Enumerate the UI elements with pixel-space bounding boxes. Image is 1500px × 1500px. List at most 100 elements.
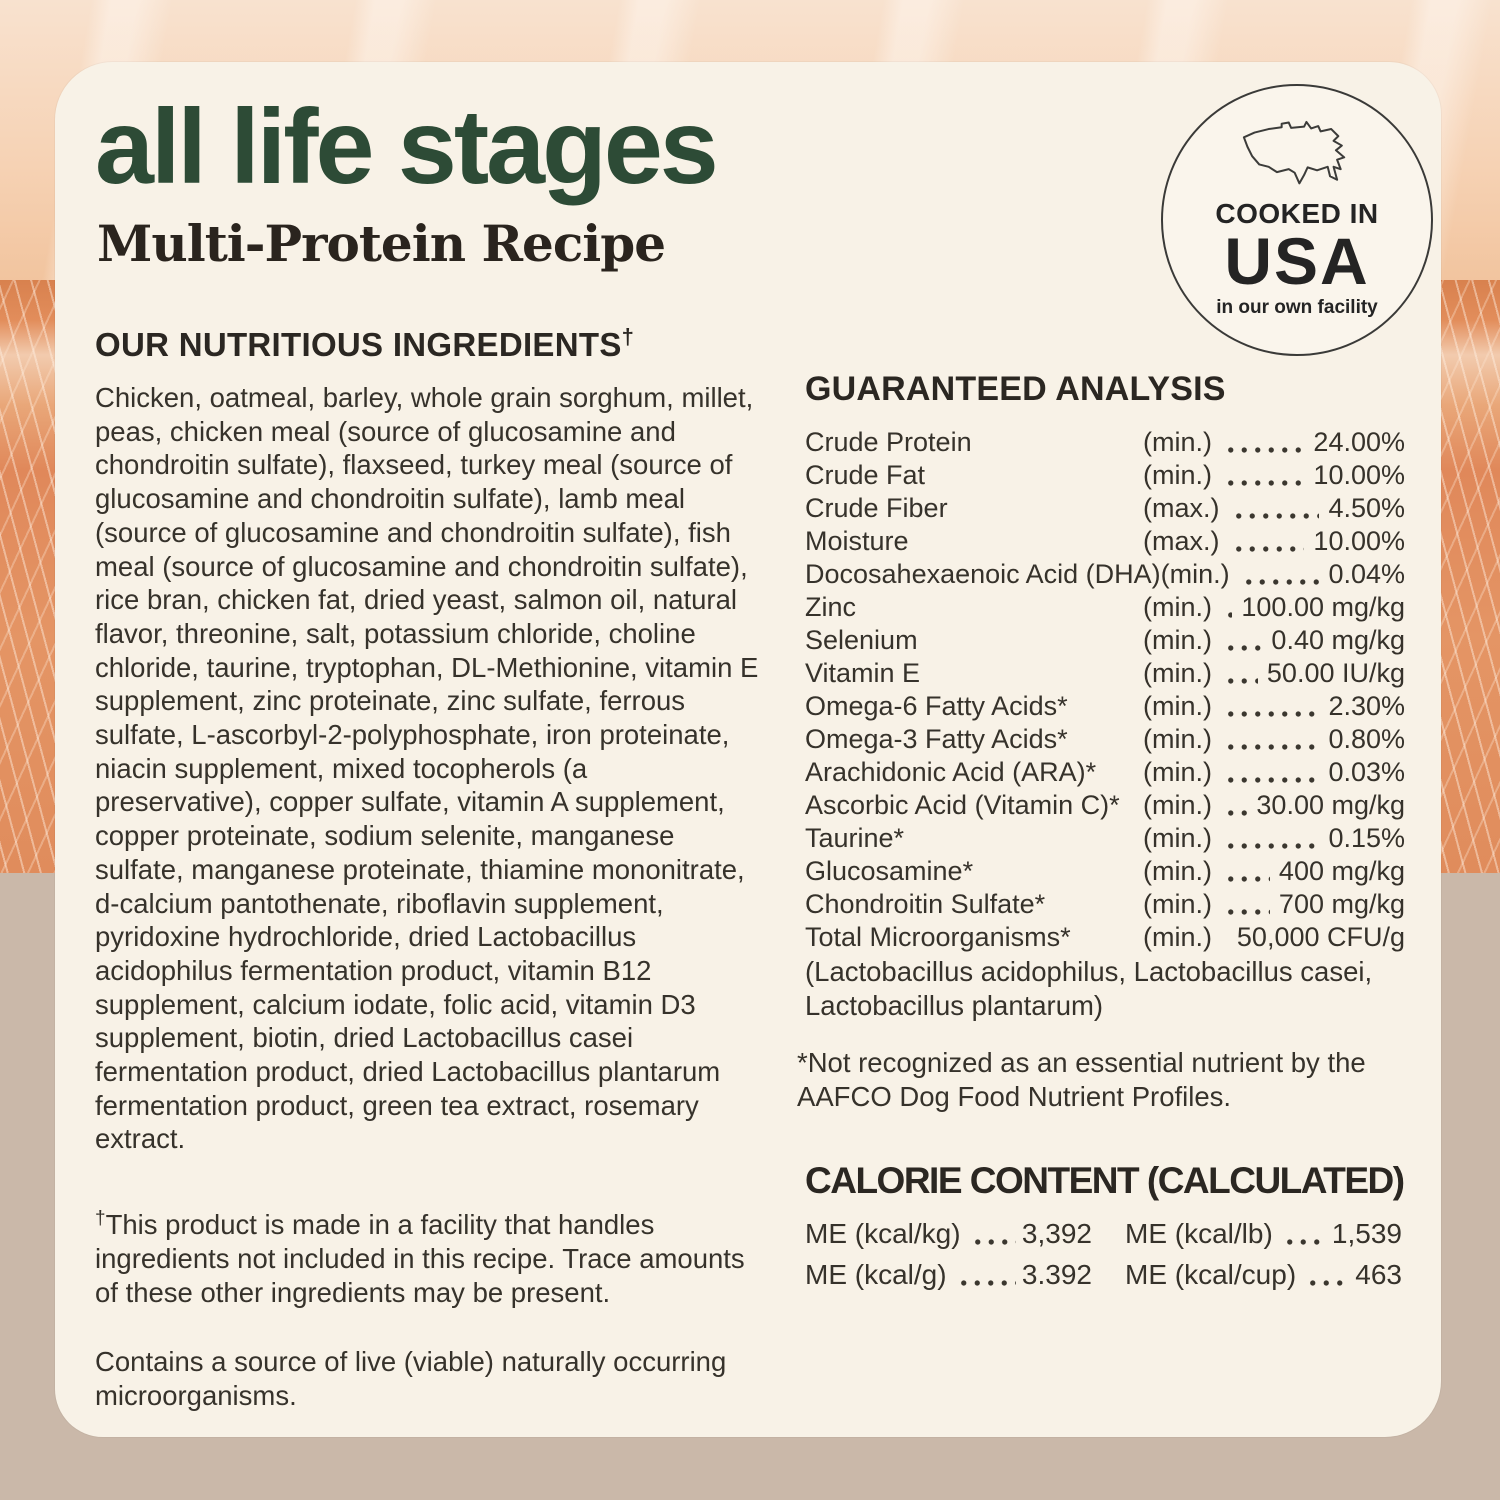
- analysis-nutrient-label: Glucosamine*: [805, 856, 974, 886]
- microorganisms-source-note: Contains a source of live (viable) natur…: [95, 1346, 727, 1412]
- analysis-row: Glucosamine* (min.) 400 mg/kg: [805, 854, 1405, 887]
- dagger-symbol: †: [95, 1208, 106, 1230]
- dot-leader: [1222, 938, 1228, 948]
- analysis-row: Selenium (min.) 0.40 mg/kg: [805, 623, 1405, 656]
- analysis-value: 700 mg/kg: [1278, 889, 1405, 919]
- dot-leader: [1222, 872, 1270, 882]
- analysis-row: Total Microorganisms* (min.) 50,000 CFU/g: [805, 920, 1405, 953]
- page-title: all life stages: [95, 88, 719, 206]
- analysis-row: Crude Protein (min.) 24.00%: [805, 425, 1405, 458]
- guaranteed-analysis-rows: Crude Protein (min.) 24.00% Crude Fat (min.)…: [805, 425, 1405, 953]
- analysis-nutrient-label: Zinc: [805, 592, 857, 622]
- analysis-constraint: (min.): [1143, 658, 1212, 688]
- calorie-value: 3.392: [1021, 1258, 1092, 1290]
- calorie-content-heading: CALORIE CONTENT (CALCULATED): [805, 1159, 1405, 1201]
- product-label-card: all life stages Multi-Protein Recipe COO…: [55, 62, 1441, 1437]
- dot-leader: [1229, 542, 1305, 552]
- analysis-value: 50,000 CFU/g: [1236, 922, 1405, 952]
- calorie-row: ME (kcal/cup) 463: [1125, 1257, 1402, 1291]
- analysis-nutrient-label: Omega-3 Fatty Acids*: [805, 724, 1068, 754]
- dot-leader: [1222, 773, 1320, 783]
- analysis-row: Ascorbic Acid (Vitamin C)* (min.) 30.00 mg…: [805, 788, 1405, 821]
- analysis-value: 0.40 mg/kg: [1271, 625, 1405, 655]
- calorie-content-rows: ME (kcal/kg) 3,392 ME (kcal/lb) 1,539 ME (kc…: [805, 1216, 1405, 1291]
- guaranteed-analysis-heading: GUARANTEED ANALYSIS: [805, 370, 1226, 408]
- dot-leader: [1280, 1234, 1326, 1245]
- analysis-value: 10.00%: [1313, 460, 1405, 490]
- analysis-constraint: (min.): [1143, 625, 1212, 655]
- analysis-nutrient-label: Arachidonic Acid (ARA)*: [805, 757, 1097, 787]
- analysis-constraint: (max.): [1143, 493, 1220, 523]
- analysis-nutrient-label: Selenium: [805, 625, 918, 655]
- aafco-footnote: *Not recognized as an essential nutrient…: [797, 1047, 1366, 1113]
- dot-leader: [1222, 740, 1320, 750]
- analysis-row: Arachidonic Acid (ARA)* (min.) 0.03%: [805, 755, 1405, 788]
- analysis-value: 2.30%: [1328, 691, 1405, 721]
- ingredients-column: OUR NUTRITIOUS INGREDIENTS† Chicken, oat…: [95, 324, 759, 1413]
- analysis-value: 24.00%: [1313, 427, 1405, 457]
- calorie-value: 463: [1355, 1258, 1402, 1290]
- analysis-value: 0.80%: [1328, 724, 1405, 754]
- recipe-subtitle: Multi-Protein Recipe: [97, 214, 666, 273]
- analysis-row: Taurine* (min.) 0.15%: [805, 821, 1405, 854]
- ingredients-heading-text: OUR NUTRITIOUS INGREDIENTS: [95, 326, 622, 363]
- analysis-nutrient-label: Omega-6 Fatty Acids*: [805, 691, 1068, 721]
- analysis-constraint: (min.): [1143, 427, 1212, 457]
- analysis-row: Crude Fat (min.) 10.00%: [805, 458, 1405, 491]
- analysis-constraint: (max.): [1143, 526, 1220, 556]
- analysis-nutrient-label: Chondroitin Sulfate*: [805, 889, 1046, 919]
- analysis-value: 30.00 mg/kg: [1256, 790, 1405, 820]
- analysis-row: Crude Fiber (max.) 4.50%: [805, 491, 1405, 524]
- analysis-nutrient-label: Vitamin E: [805, 658, 921, 688]
- usa-map-outline-icon: [1238, 118, 1356, 192]
- dot-leader: [1222, 806, 1248, 816]
- analysis-value: 10.00%: [1313, 526, 1405, 556]
- analysis-value: 50.00 IU/kg: [1266, 658, 1405, 688]
- badge-line-facility: in our own facility: [1216, 296, 1378, 318]
- dot-leader: [1222, 443, 1305, 453]
- dot-leader: [1304, 1275, 1350, 1286]
- analysis-column: GUARANTEED ANALYSIS Crude Protein (min.) 2…: [797, 370, 1405, 1291]
- cooked-in-usa-badge: COOKED IN USA in our own facility: [1161, 84, 1433, 356]
- analysis-nutrient-label: Crude Protein: [805, 427, 972, 457]
- dot-leader: [1229, 509, 1320, 519]
- microorganisms-species-note: (Lactobacillus acidophilus, Lactobacillu…: [805, 956, 1373, 1021]
- analysis-constraint: (min.): [1143, 790, 1212, 820]
- dot-leader: [968, 1234, 1016, 1245]
- ingredients-list: Chicken, oatmeal, barley, whole grain so…: [95, 382, 759, 1155]
- analysis-nutrient-label: Moisture: [805, 526, 909, 556]
- analysis-value: 400 mg/kg: [1278, 856, 1405, 886]
- calorie-row: ME (kcal/kg) 3,392: [805, 1216, 1092, 1250]
- calorie-value: 1,539: [1331, 1217, 1402, 1249]
- dot-leader: [1222, 707, 1320, 717]
- analysis-nutrient-label: Ascorbic Acid (Vitamin C)*: [805, 790, 1120, 820]
- analysis-row: Omega-3 Fatty Acids* (min.) 0.80%: [805, 722, 1405, 755]
- analysis-constraint: (min.): [1143, 757, 1212, 787]
- analysis-row: Vitamin E (min.) 50.00 IU/kg: [805, 656, 1405, 689]
- analysis-row: Moisture (max.) 10.00%: [805, 524, 1405, 557]
- calorie-value: 3,392: [1021, 1217, 1092, 1249]
- analysis-row: Chondroitin Sulfate* (min.) 700 mg/kg: [805, 887, 1405, 920]
- dot-leader: [1222, 476, 1305, 486]
- analysis-row: Zinc (min.) 100.00 mg/kg: [805, 590, 1405, 623]
- dot-leader: [1222, 674, 1258, 684]
- facility-footnote-text: This product is made in a facility that …: [95, 1209, 745, 1308]
- dot-leader: [1239, 575, 1320, 585]
- calorie-label: ME (kcal/lb): [1125, 1217, 1273, 1249]
- calorie-row: ME (kcal/g) 3.392: [805, 1257, 1092, 1291]
- analysis-nutrient-label: Crude Fat: [805, 460, 926, 490]
- calorie-label: ME (kcal/g): [805, 1258, 947, 1290]
- ingredients-heading: OUR NUTRITIOUS INGREDIENTS†: [95, 324, 759, 364]
- analysis-constraint: (min.): [1160, 559, 1230, 589]
- facility-footnote: †This product is made in a facility that…: [95, 1202, 759, 1309]
- analysis-constraint: (min.): [1143, 691, 1212, 721]
- analysis-constraint: (min.): [1143, 823, 1212, 853]
- analysis-nutrient-label: Total Microorganisms*: [805, 922, 1071, 952]
- analysis-value: 0.04%: [1328, 559, 1405, 589]
- dot-leader: [1222, 905, 1270, 915]
- analysis-row: Omega-6 Fatty Acids* (min.) 2.30%: [805, 689, 1405, 722]
- analysis-value: 4.50%: [1328, 493, 1405, 523]
- analysis-constraint: (min.): [1143, 889, 1212, 919]
- dot-leader: [1222, 641, 1263, 651]
- analysis-constraint: (min.): [1143, 460, 1212, 490]
